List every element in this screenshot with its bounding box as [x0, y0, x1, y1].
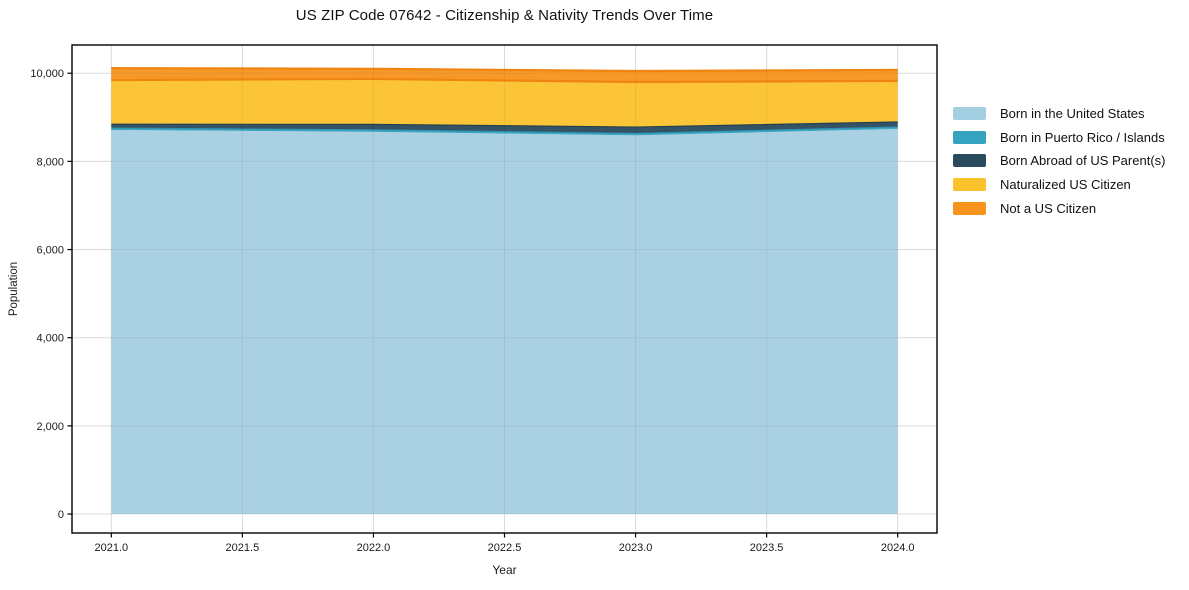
x-axis-label: Year: [492, 563, 517, 577]
y-tick-label: 4,000: [36, 333, 64, 345]
series-edge-line: [111, 121, 898, 128]
x-tick-label: 2023.5: [750, 542, 784, 554]
legend-swatch-icon: [953, 130, 986, 144]
legend-item: Not a US Citizen: [953, 196, 1165, 220]
legend-swatch-icon: [953, 107, 986, 121]
series-edge-line: [111, 126, 898, 134]
chart-title: US ZIP Code 07642 - Citizenship & Nativi…: [295, 7, 714, 24]
area-series-1: [111, 128, 898, 515]
legend-swatch-icon: [953, 178, 986, 192]
legend-item: Born in Puerto Rico / Islands: [953, 126, 1165, 150]
x-tick-label: 2024.0: [881, 542, 915, 554]
y-tick-label: 0: [58, 509, 64, 521]
legend-label: Naturalized US Citizen: [1000, 177, 1131, 193]
legend-label: Born in the United States: [1000, 106, 1145, 122]
legend-label: Not a US Citizen: [1000, 200, 1097, 216]
area-series-4: [111, 78, 898, 127]
series-edge-line: [111, 67, 898, 73]
series-edge-line: [111, 77, 898, 84]
y-tick-label: 8,000: [36, 156, 64, 168]
x-tick-label: 2022.0: [357, 542, 391, 554]
legend-label: Born Abroad of US Parent(s): [1000, 153, 1166, 169]
legend-label: Born in Puerto Rico / Islands: [1000, 129, 1165, 145]
y-tick-label: 2,000: [36, 421, 64, 433]
area-series-2: [111, 126, 898, 136]
legend-item: Naturalized US Citizen: [953, 173, 1165, 197]
legend-swatch-icon: [953, 201, 986, 215]
y-tick-label: 10,000: [30, 68, 64, 80]
x-tick-label: 2022.5: [488, 542, 522, 554]
x-tick-label: 2023.0: [619, 542, 653, 554]
x-tick-label: 2021.0: [94, 542, 128, 554]
legend: Born in the United States Born in Puerto …: [953, 102, 1166, 220]
legend-item: Born Abroad of US Parent(s): [953, 149, 1165, 173]
y-axis-label-wrap: Population: [0, 45, 28, 533]
x-tick-label: 2021.5: [226, 542, 260, 554]
y-tick-label: 6,000: [36, 245, 64, 257]
legend-swatch-icon: [953, 154, 986, 168]
legend-item: Born in the United States: [953, 102, 1165, 126]
y-axis-label: Population: [8, 261, 21, 317]
